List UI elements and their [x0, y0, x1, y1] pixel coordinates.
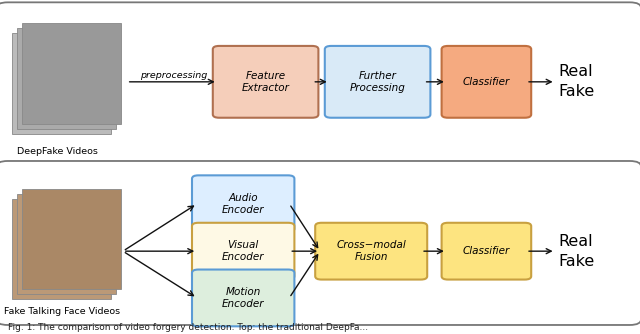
FancyBboxPatch shape: [17, 194, 116, 294]
FancyBboxPatch shape: [192, 223, 294, 280]
FancyBboxPatch shape: [22, 23, 121, 124]
FancyBboxPatch shape: [0, 2, 640, 166]
Text: Fake Talking Face Videos: Fake Talking Face Videos: [4, 307, 120, 316]
Text: Real
Fake: Real Fake: [558, 64, 595, 99]
FancyBboxPatch shape: [212, 46, 319, 118]
Text: Cross−modal
Fusion: Cross−modal Fusion: [337, 240, 406, 262]
Text: Fig. 1: The comparison of video forgery detection. Top: the traditional DeepFa..: Fig. 1: The comparison of video forgery …: [8, 323, 368, 332]
FancyBboxPatch shape: [315, 223, 428, 280]
Text: Classifier: Classifier: [463, 77, 510, 87]
FancyBboxPatch shape: [192, 270, 294, 326]
FancyBboxPatch shape: [12, 33, 111, 134]
FancyBboxPatch shape: [12, 199, 111, 299]
FancyBboxPatch shape: [442, 223, 531, 280]
Text: preprocessing: preprocessing: [140, 71, 208, 79]
Text: Further
Processing: Further Processing: [349, 71, 406, 93]
Text: Classifier: Classifier: [463, 246, 510, 256]
Text: Visual
Encoder: Visual Encoder: [222, 240, 264, 262]
Text: Audio
Encoder: Audio Encoder: [222, 193, 264, 214]
FancyBboxPatch shape: [0, 161, 640, 325]
FancyBboxPatch shape: [17, 28, 116, 129]
FancyBboxPatch shape: [192, 175, 294, 232]
FancyBboxPatch shape: [442, 46, 531, 118]
FancyBboxPatch shape: [324, 46, 430, 118]
Text: Real
Fake: Real Fake: [558, 234, 595, 269]
FancyBboxPatch shape: [22, 189, 121, 289]
Text: DeepFake Videos: DeepFake Videos: [17, 148, 98, 156]
Text: Feature
Extractor: Feature Extractor: [242, 71, 289, 93]
Text: Motion
Encoder: Motion Encoder: [222, 287, 264, 309]
